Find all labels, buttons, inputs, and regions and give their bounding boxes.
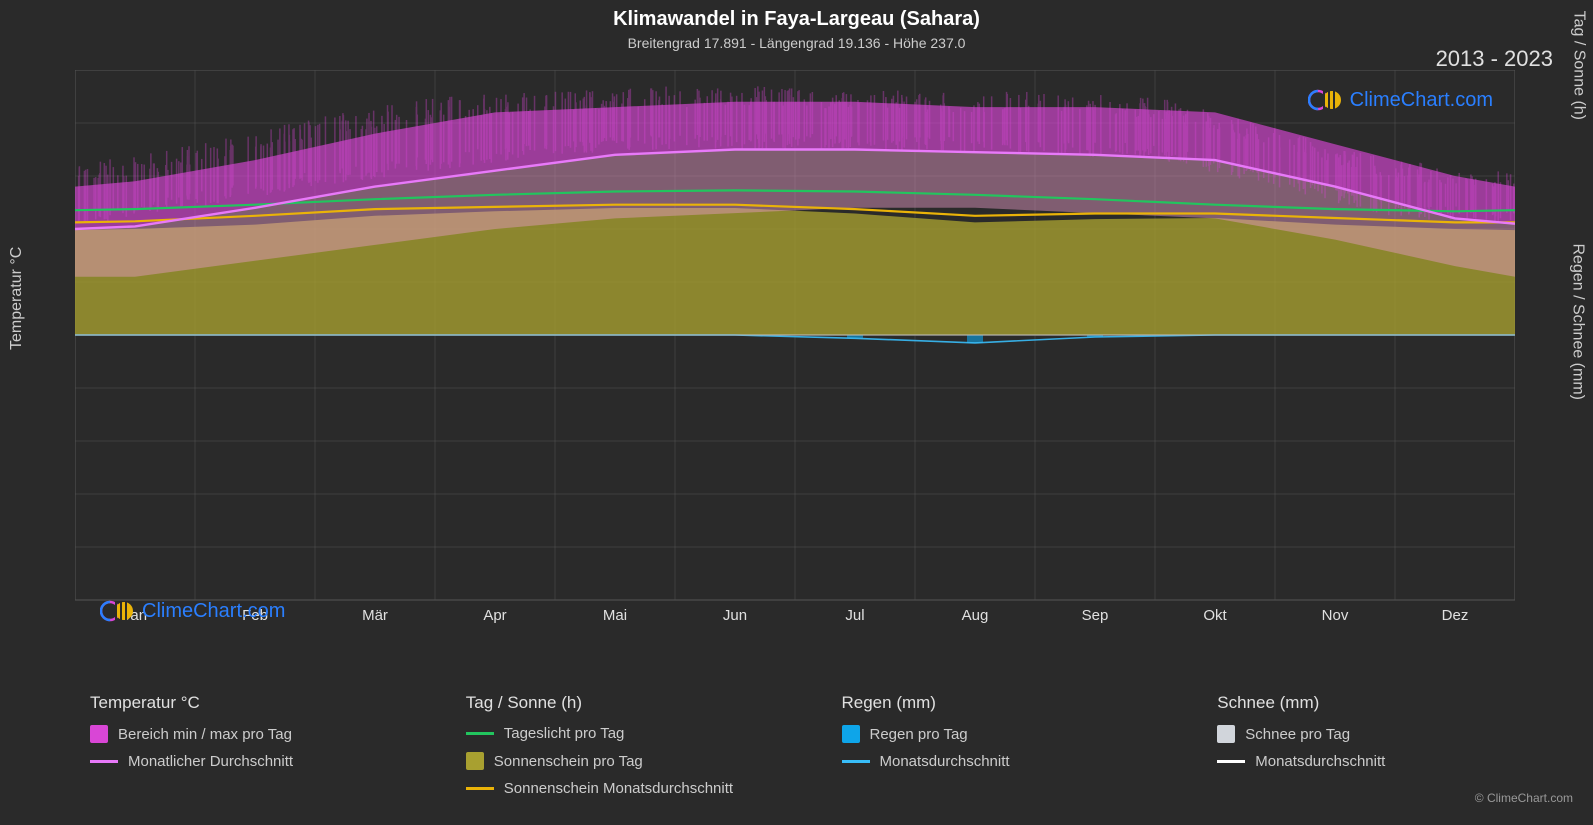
plot-svg: -50-40-30-20-100102030405006121824102030… <box>75 70 1515 630</box>
legend-marker <box>90 760 118 763</box>
legend-marker <box>466 752 484 770</box>
legend-marker <box>466 732 494 735</box>
svg-text:Mai: Mai <box>603 607 627 624</box>
title-area: Klimawandel in Faya-Largeau (Sahara) Bre… <box>0 0 1593 51</box>
year-range: 2013 - 2023 <box>1436 46 1553 72</box>
svg-text:Mär: Mär <box>362 607 388 624</box>
legend-item: Sonnenschein pro Tag <box>466 752 802 770</box>
chart-title: Klimawandel in Faya-Largeau (Sahara) <box>0 8 1593 31</box>
watermark-text: ClimeChart.com <box>142 600 285 623</box>
legend-marker <box>842 725 860 743</box>
watermark-bottom: ClimeChart.com <box>100 597 285 625</box>
legend-group-title: Regen (mm) <box>842 693 1178 713</box>
legend-item: Monatsdurchschnitt <box>842 753 1178 770</box>
copyright: © ClimeChart.com <box>1475 791 1573 805</box>
legend-label: Sonnenschein pro Tag <box>494 753 643 770</box>
y-axis-right-top-label: Tag / Sonne (h) <box>1569 11 1587 120</box>
legend-item: Sonnenschein Monatsdurchschnitt <box>466 780 802 797</box>
legend-column: Tag / Sonne (h) Tageslicht pro Tag Sonnens… <box>466 693 802 807</box>
watermark-top: ClimeChart.com <box>1308 86 1493 114</box>
legend-marker <box>466 787 494 790</box>
watermark-text: ClimeChart.com <box>1350 89 1493 112</box>
legend-marker <box>1217 760 1245 763</box>
legend-group-title: Temperatur °C <box>90 693 426 713</box>
legend-label: Monatlicher Durchschnitt <box>128 753 293 770</box>
logo-icon <box>100 597 136 625</box>
legend-label: Tageslicht pro Tag <box>504 725 625 742</box>
svg-text:Jun: Jun <box>723 607 747 624</box>
plot-area: -50-40-30-20-100102030405006121824102030… <box>75 70 1515 630</box>
legend-column: Schnee (mm) Schnee pro Tag Monatsdurchschn… <box>1217 693 1553 807</box>
legend-item: Schnee pro Tag <box>1217 725 1553 743</box>
legend-marker <box>90 725 108 743</box>
chart-subtitle: Breitengrad 17.891 - Längengrad 19.136 -… <box>0 35 1593 51</box>
legend-column: Temperatur °C Bereich min / max pro Tag Mo… <box>90 693 426 807</box>
legend-label: Monatsdurchschnitt <box>1255 753 1385 770</box>
legend-item: Bereich min / max pro Tag <box>90 725 426 743</box>
legend-label: Bereich min / max pro Tag <box>118 726 292 743</box>
legend-label: Sonnenschein Monatsdurchschnitt <box>504 780 733 797</box>
legend-label: Schnee pro Tag <box>1245 726 1350 743</box>
legend: Temperatur °C Bereich min / max pro Tag Mo… <box>90 693 1553 807</box>
legend-group-title: Tag / Sonne (h) <box>466 693 802 713</box>
y-axis-left-label: Temperatur °C <box>8 247 26 350</box>
legend-item: Regen pro Tag <box>842 725 1178 743</box>
svg-text:Nov: Nov <box>1322 607 1349 624</box>
climate-chart: Klimawandel in Faya-Largeau (Sahara) Bre… <box>0 0 1593 825</box>
y-axis-right-bottom-label: Regen / Schnee (mm) <box>1569 243 1587 400</box>
legend-label: Regen pro Tag <box>870 726 968 743</box>
legend-marker <box>842 760 870 763</box>
logo-icon <box>1308 86 1344 114</box>
legend-marker <box>1217 725 1235 743</box>
legend-item: Tageslicht pro Tag <box>466 725 802 742</box>
svg-text:Aug: Aug <box>962 607 989 624</box>
svg-text:Apr: Apr <box>483 607 506 624</box>
svg-text:Jul: Jul <box>845 607 864 624</box>
legend-item: Monatlicher Durchschnitt <box>90 753 426 770</box>
svg-text:Sep: Sep <box>1082 607 1109 624</box>
legend-label: Monatsdurchschnitt <box>880 753 1010 770</box>
svg-text:Okt: Okt <box>1203 607 1227 624</box>
legend-item: Monatsdurchschnitt <box>1217 753 1553 770</box>
svg-text:Dez: Dez <box>1442 607 1469 624</box>
legend-column: Regen (mm) Regen pro Tag Monatsdurchschnit… <box>842 693 1178 807</box>
legend-group-title: Schnee (mm) <box>1217 693 1553 713</box>
